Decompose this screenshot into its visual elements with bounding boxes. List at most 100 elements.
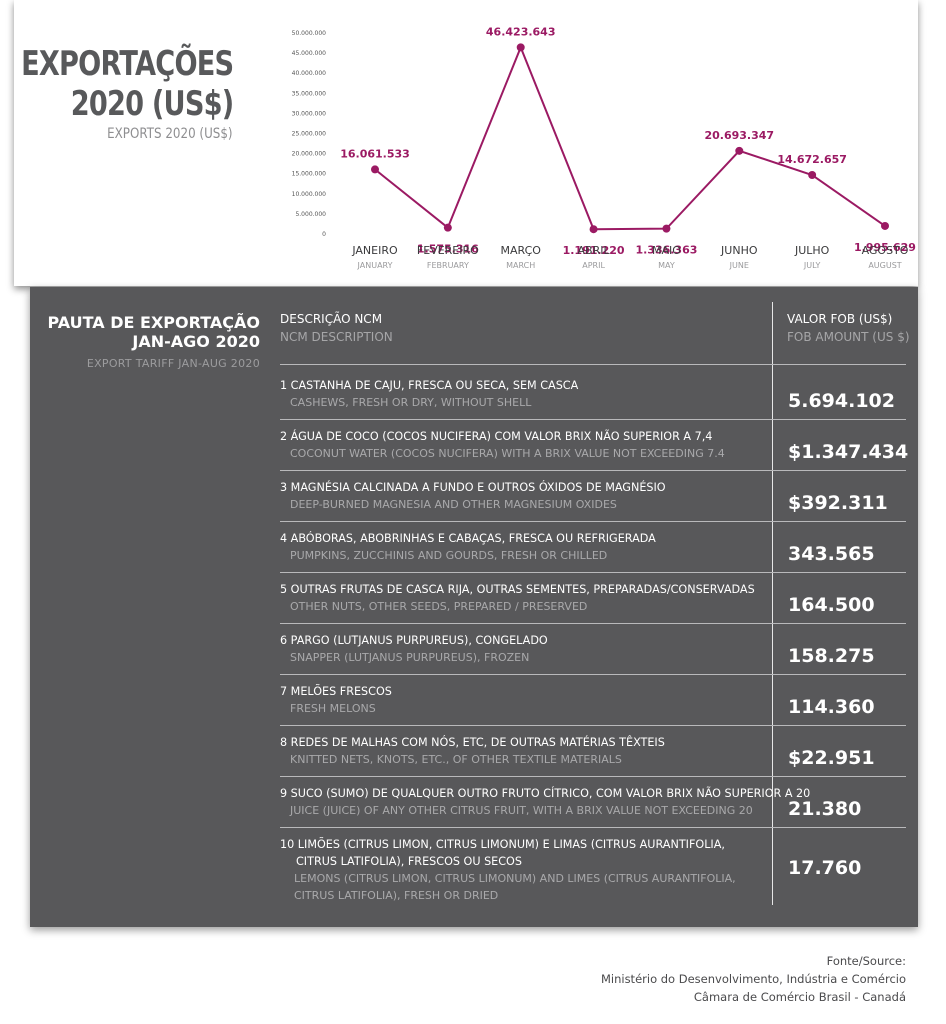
- data-point: [881, 221, 889, 230]
- row-description-en: SNAPPER (LUTJANUS PURPUREUS), FROZEN: [290, 651, 530, 664]
- x-tick-label: JULHO: [794, 244, 830, 257]
- x-tick-label: MAIO: [652, 244, 681, 257]
- source-label: Fonte/Source:: [826, 954, 906, 968]
- column-header-description: DESCRIÇÃO NCM NCM DESCRIPTION: [280, 310, 393, 346]
- x-tick-label-en: FEBRUARY: [427, 261, 469, 270]
- row-value: 158.275: [788, 645, 875, 667]
- x-tick-label: FEVEREIRO: [417, 244, 479, 257]
- row-divider: [280, 521, 906, 522]
- data-point: [662, 224, 671, 233]
- x-tick-label-en: AUGUST: [868, 261, 901, 270]
- y-tick-label: 0: [322, 231, 326, 238]
- y-tick-label: 5.000.000: [295, 211, 326, 218]
- row-value: 343.565: [788, 543, 875, 565]
- series-line: [374, 46, 886, 231]
- row-description-en: COCONUT WATER (COCOS NUCIFERA) WITH A BR…: [290, 447, 725, 460]
- export-tariff-panel: PAUTA DE EXPORTAÇÃO JAN-AGO 2020 EXPORT …: [30, 287, 918, 927]
- row-description-en-continued: CITRUS LATIFOLIA), FRESH OR DRIED: [294, 889, 499, 902]
- row-description-en: CASHEWS, FRESH OR DRY, WITHOUT SHELL: [290, 396, 532, 409]
- column-header-description-en: NCM DESCRIPTION: [280, 330, 393, 344]
- line-chart: 0 5.000.000 10.000.000 15.000.000 20.000.000…: [292, 25, 916, 270]
- chart-title: EXPORTAÇÕES 2020 (US$): [21, 44, 234, 124]
- y-tick-label: 40.000.000: [292, 70, 327, 77]
- y-tick-label: 45.000.000: [292, 50, 327, 57]
- data-point: [371, 165, 379, 174]
- row-description-pt: 5 OUTRAS FRUTAS DE CASCA RIJA, OUTRAS SE…: [280, 583, 755, 596]
- row-value: 114.360: [788, 696, 875, 718]
- source-line1: Ministério do Desenvolvimento, Indústria…: [600, 972, 906, 986]
- data-label: 1.191.220: [563, 244, 625, 257]
- x-tick-label: AGOSTO: [862, 244, 909, 257]
- table-title-line2: JAN-AGO 2020: [132, 332, 260, 351]
- data-label: 1.575.316: [417, 243, 479, 256]
- y-tick-label: 50.000.000: [292, 30, 327, 37]
- row-description-en: LEMONS (CITRUS LIMON, CITRUS LIMONUM) AN…: [294, 872, 736, 885]
- row-description-pt: 10 LIMÕES (CITRUS LIMON, CITRUS LIMONUM)…: [280, 838, 725, 851]
- chart-subtitle: EXPORTS 2020 (US$): [107, 126, 233, 142]
- data-point: [516, 43, 525, 52]
- header-rule: [280, 364, 906, 365]
- x-tick-label: ABRIL: [578, 244, 611, 257]
- row-description-en: FRESH MELONS: [290, 702, 376, 715]
- x-tick-label: JUNHO: [720, 244, 758, 257]
- row-description-en: DEEP-BURNED MAGNESIA AND OTHER MAGNESIUM…: [290, 498, 617, 511]
- row-divider: [280, 725, 906, 726]
- column-header-value: VALOR FOB (US$) FOB AMOUNT (US $): [787, 310, 910, 346]
- row-value: $22.951: [788, 747, 875, 769]
- table-title-line1: PAUTA DE EXPORTAÇÃO: [47, 313, 260, 332]
- row-value: $1.347.434: [788, 441, 909, 463]
- x-tick-label: MARÇO: [500, 244, 541, 257]
- data-label: 16.061.533: [340, 147, 410, 160]
- row-value: 5.694.102: [788, 390, 895, 412]
- row-description-pt-continued: CITRUS LATIFOLIA), FRESCOS OU SECOS: [296, 855, 522, 868]
- x-tick-label-en: JULY: [803, 261, 821, 270]
- x-tick-label-en: MARCH: [506, 261, 535, 270]
- x-tick-label-en: MAY: [658, 261, 675, 270]
- column-header-description-pt: DESCRIÇÃO NCM: [280, 312, 383, 326]
- data-point: [735, 146, 744, 155]
- row-description-pt: 3 MAGNÉSIA CALCINADA A FUNDO E OUTROS ÓX…: [280, 481, 666, 494]
- y-tick-label: 20.000.000: [292, 151, 327, 158]
- y-tick-label: 35.000.000: [292, 90, 327, 97]
- data-label: 1.995.629: [854, 241, 916, 254]
- row-value: 21.380: [788, 798, 862, 820]
- row-description-pt: 2 ÁGUA DE COCO (COCOS NUCIFERA) COM VALO…: [280, 430, 713, 443]
- row-description-pt: 4 ABÓBORAS, ABOBRINHAS E CABAÇAS, FRESCA…: [280, 532, 656, 545]
- data-label: 1.336.363: [635, 244, 697, 257]
- row-divider: [280, 674, 906, 675]
- table-subtitle: EXPORT TARIFF JAN-AUG 2020: [86, 357, 260, 370]
- row-description-pt: 7 MELÕES FRESCOS: [280, 685, 392, 698]
- data-point: [808, 171, 817, 180]
- chart-title-line2: 2020 (US$): [70, 84, 234, 124]
- data-label: 20.693.347: [704, 129, 774, 142]
- column-header-value-pt: VALOR FOB (US$): [787, 312, 893, 326]
- row-divider: [280, 572, 906, 573]
- y-tick-label: 15.000.000: [292, 171, 327, 178]
- column-divider: [772, 302, 773, 905]
- data-point: [589, 225, 598, 234]
- row-divider: [280, 827, 906, 828]
- y-tick-label: 30.000.000: [292, 110, 327, 117]
- y-tick-label: 25.000.000: [292, 131, 327, 138]
- source-note: Fonte/Source: Ministério do Desenvolvime…: [601, 952, 906, 1006]
- row-description-en: KNITTED NETS, KNOTS, ETC., OF OTHER TEXT…: [290, 753, 622, 766]
- row-value: 164.500: [788, 594, 875, 616]
- x-tick-label-en: APRIL: [582, 261, 605, 270]
- row-value: 17.760: [788, 857, 862, 879]
- row-description-pt: 8 REDES DE MALHAS COM NÓS, ETC, DE OUTRA…: [280, 736, 665, 749]
- row-value: $392.311: [788, 492, 888, 514]
- row-description-en: PUMPKINS, ZUCCHINIS AND GOURDS, FRESH OR…: [290, 549, 608, 562]
- row-description-en: OTHER NUTS, OTHER SEEDS, PREPARED / PRES…: [290, 600, 588, 613]
- column-header-value-en: FOB AMOUNT (US $): [787, 330, 910, 344]
- y-tick-label: 10.000.000: [292, 191, 327, 198]
- x-tick-label-en: JANUARY: [357, 261, 393, 270]
- row-divider: [280, 419, 906, 420]
- table-title: PAUTA DE EXPORTAÇÃO JAN-AGO 2020: [47, 313, 260, 351]
- row-divider: [280, 470, 906, 471]
- chart-card: EXPORTAÇÕES 2020 (US$) EXPORTS 2020 (US$…: [14, 0, 918, 286]
- row-description-en: JUICE (JUICE) OF ANY OTHER CITRUS FRUIT,…: [290, 804, 753, 817]
- data-point: [443, 223, 452, 232]
- row-description-pt: 9 SUCO (SUMO) DE QUALQUER OUTRO FRUTO CÍ…: [280, 787, 811, 800]
- x-tick-label-en: JUNE: [729, 261, 749, 270]
- data-label: 14.672.657: [777, 153, 847, 166]
